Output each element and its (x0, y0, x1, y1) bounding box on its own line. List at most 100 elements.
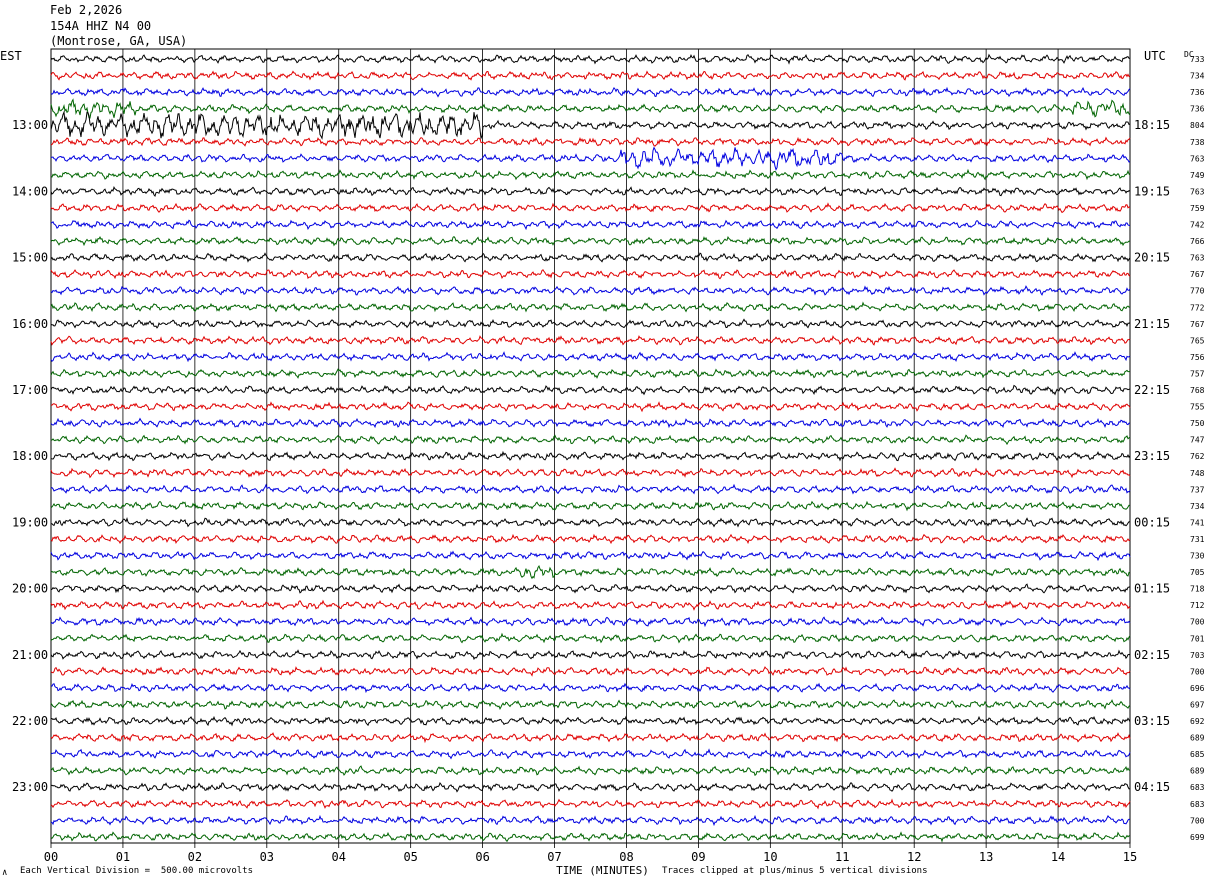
scale-note: Each Vertical Division = 500.00 microvol… (20, 866, 253, 876)
dc-offset-value: 683 (1190, 800, 1205, 809)
dc-offset-value: 701 (1190, 634, 1205, 643)
seismic-trace (50, 110, 1131, 140)
seismic-trace (50, 682, 1131, 694)
seismic-trace (50, 632, 1131, 644)
seismic-trace (50, 565, 1131, 580)
utc-hour-label: 04:15 (1134, 780, 1170, 794)
seismic-trace (50, 269, 1131, 280)
seismic-trace (50, 417, 1131, 429)
utc-hour-label: 20:15 (1134, 251, 1170, 265)
x-tick-label: 01 (116, 850, 130, 864)
dc-offset-value: 712 (1190, 601, 1205, 610)
seismic-trace (50, 450, 1131, 462)
utc-zone-label: UTC (1144, 49, 1166, 63)
dc-offset-value: 689 (1190, 767, 1205, 776)
dc-offset-value: 763 (1190, 187, 1205, 196)
seismic-trace (50, 732, 1131, 744)
seismic-trace (50, 70, 1131, 81)
utc-hour-label: 18:15 (1134, 118, 1170, 132)
seismic-trace (50, 715, 1131, 727)
seismic-trace (50, 814, 1131, 827)
x-tick-label: 13 (979, 850, 993, 864)
dc-offset-value: 731 (1190, 535, 1205, 544)
x-tick-label: 09 (691, 850, 705, 864)
seismic-trace (50, 186, 1131, 197)
dc-offset-value: 768 (1190, 386, 1205, 395)
utc-hour-label: 21:15 (1134, 317, 1170, 331)
seismic-trace (50, 252, 1131, 263)
x-axis-label: TIME (MINUTES) (556, 864, 649, 877)
dc-offset-value: 762 (1190, 452, 1205, 461)
dc-offset-value: 683 (1190, 783, 1205, 792)
dc-offset-value: 730 (1190, 552, 1205, 561)
x-tick-label: 05 (403, 850, 417, 864)
est-hour-label: 14:00 (12, 184, 48, 198)
dc-offset-value: 767 (1190, 270, 1205, 279)
plot-date: Feb 2,2026 (50, 3, 123, 17)
dc-offset-value: 736 (1190, 88, 1205, 97)
dc-offset-value: 703 (1190, 651, 1205, 660)
utc-hour-label: 19:15 (1134, 184, 1170, 198)
seismic-trace (50, 335, 1131, 346)
seismic-trace (50, 98, 1131, 119)
dc-offset-value: 804 (1190, 121, 1205, 130)
seismic-trace (50, 831, 1131, 843)
seismic-trace (50, 533, 1131, 545)
plot-frame (50, 48, 1131, 844)
seismic-trace (50, 666, 1131, 677)
seismic-trace (50, 699, 1131, 710)
seismic-trace (50, 550, 1131, 562)
dc-offset-value: 718 (1190, 585, 1205, 594)
seismic-trace (50, 318, 1131, 329)
seismic-trace (50, 583, 1131, 594)
dc-offset-value: 770 (1190, 287, 1205, 296)
x-tick-label: 03 (260, 850, 274, 864)
dc-offset-value: 733 (1190, 55, 1205, 64)
dc-offset-value: 700 (1190, 618, 1205, 627)
x-tick-label: 00 (44, 850, 58, 864)
est-hour-label: 19:00 (12, 515, 48, 529)
seismic-trace (50, 781, 1130, 793)
clip-note: Traces clipped at plus/minus 5 vertical … (662, 866, 928, 876)
dc-offset-value: 766 (1190, 237, 1205, 246)
dc-offset-value: 755 (1190, 403, 1205, 412)
x-tick-label: 04 (332, 850, 346, 864)
seismic-trace (50, 86, 1131, 98)
seismic-trace (50, 136, 1131, 147)
seismic-trace (50, 219, 1131, 231)
utc-hour-label: 00:15 (1134, 515, 1170, 529)
dc-offset-value: 748 (1190, 469, 1205, 478)
seismic-trace (50, 649, 1131, 661)
seismic-trace (50, 798, 1131, 810)
dc-offset-value: 699 (1190, 833, 1205, 842)
x-tick-label: 15 (1123, 850, 1137, 864)
dc-offset-value: 767 (1190, 320, 1205, 329)
dc-offset-value: 763 (1190, 154, 1205, 163)
seismic-trace (50, 301, 1131, 313)
seismic-trace (50, 467, 1131, 479)
x-tick-label: 10 (763, 850, 777, 864)
dc-offset-value: 692 (1190, 717, 1205, 726)
seismic-trace (50, 168, 1131, 181)
utc-hour-label: 22:15 (1134, 383, 1170, 397)
seismic-trace (50, 384, 1131, 396)
station-code: 154A HHZ N4 00 (50, 19, 152, 33)
utc-hour-label: 02:15 (1134, 648, 1170, 662)
dc-offset-value: 700 (1190, 816, 1205, 825)
seismic-trace (50, 599, 1131, 611)
dc-label: DC (1184, 50, 1194, 59)
dc-offset-value: 685 (1190, 750, 1205, 759)
dc-offset-value: 736 (1190, 105, 1205, 114)
seismic-trace (50, 285, 1131, 296)
seismic-trace (50, 765, 1131, 776)
seismic-trace (50, 202, 1131, 214)
seismic-trace (51, 401, 1131, 413)
seismic-trace (50, 368, 1131, 379)
dc-offset-value: 700 (1190, 667, 1205, 676)
est-hour-label: 18:00 (12, 449, 48, 463)
seismic-trace (50, 500, 1131, 512)
dc-offset-value: 757 (1190, 369, 1205, 378)
dc-offset-value: 737 (1190, 485, 1205, 494)
dc-offset-value: 749 (1190, 171, 1205, 180)
dc-offset-value: 742 (1190, 221, 1205, 230)
